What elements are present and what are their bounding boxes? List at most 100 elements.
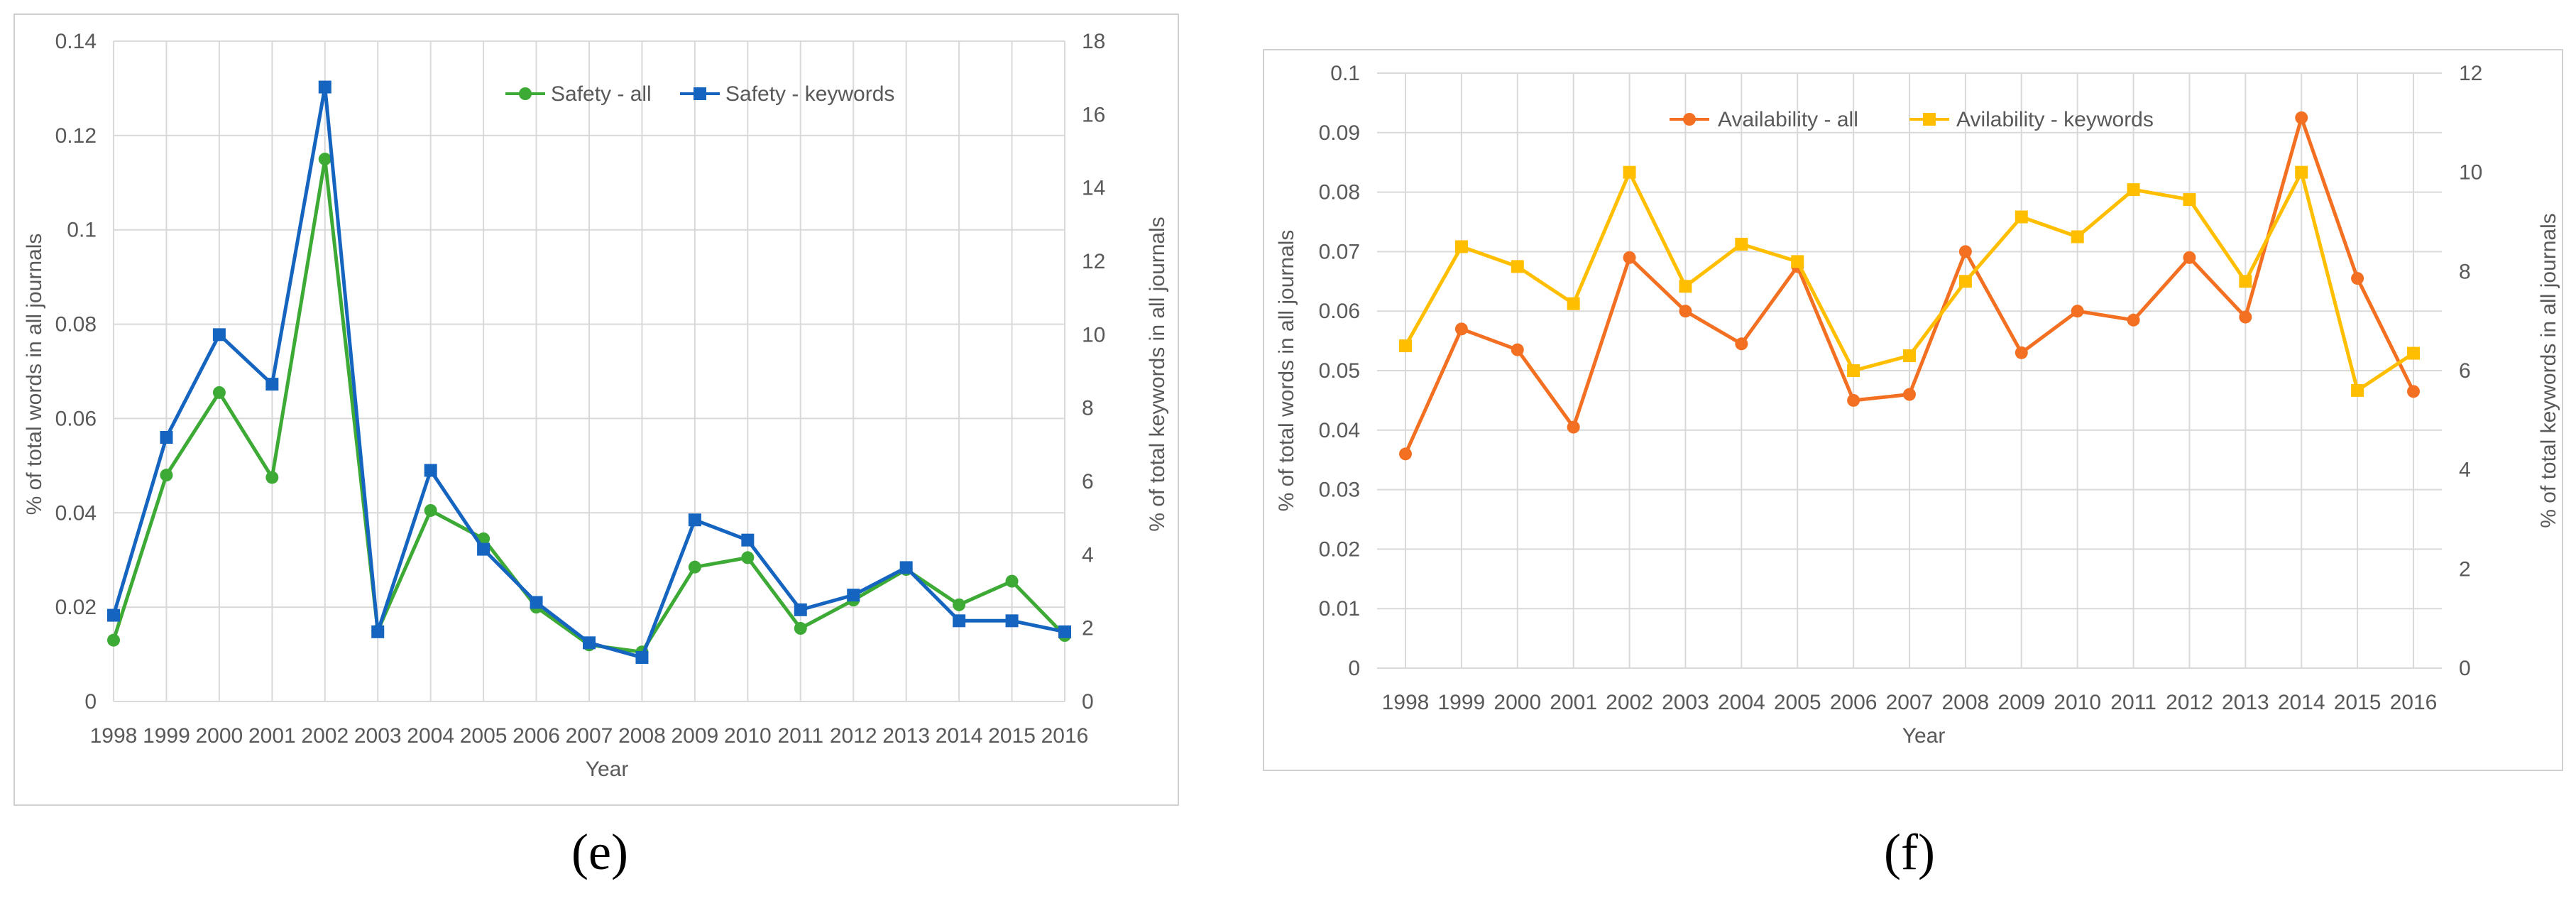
x-tick-label: 2000 [1493,691,1541,714]
data-point [2127,183,2140,197]
panel-label-f: (f) [1884,824,1935,880]
data-point [953,614,966,628]
x-tick-label: 2016 [1041,724,1089,748]
x-tick-label: 2009 [1997,691,2045,714]
y2-tick-label: 14 [1082,177,1105,200]
y-tick-label: 0.12 [55,124,97,148]
x-tick-label: 2004 [407,724,454,748]
data-point [1058,625,1071,638]
y2-tick-label: 4 [2459,459,2471,482]
y-tick-label: 0.01 [1319,597,1360,621]
y-tick-label: 0.07 [1319,240,1360,263]
legend-marker-safety-all [519,87,532,100]
y2-tick-label: 2 [1082,617,1094,640]
data-point [2015,346,2028,359]
y2-axis-title: % of total keywords in all journals [2537,213,2560,528]
panel-label-e: (e) [571,824,628,880]
data-point [1005,574,1019,588]
data-point [2407,385,2420,398]
data-point [1454,240,1468,253]
data-point [2239,275,2252,288]
y2-tick-label: 16 [1082,103,1105,126]
x-tick-label: 2003 [354,724,402,748]
data-point [1735,237,1748,251]
y-tick-label: 0.08 [1319,181,1360,204]
data-point [1399,447,1412,461]
x-tick-label: 2005 [460,724,508,748]
y2-tick-label: 0 [2459,657,2471,680]
data-point [2351,272,2364,285]
data-point [107,633,120,647]
y2-tick-label: 12 [1082,250,1105,273]
x-tick-label: 2002 [301,724,349,748]
chart-frame [13,13,1179,806]
x-tick-label: 2000 [196,724,243,748]
y2-tick-label: 10 [1082,323,1105,346]
y-tick-label: 0.08 [55,313,97,337]
data-point [212,328,226,342]
x-axis-ticks: 1998 1999 2000 2001 2002 2003 2004 2005 2006 2007… [1382,691,2438,714]
chart-panel-e: 0 0.02 0.04 0.06 0.08 0.1 0.12 0.14 0 2 4 6 8 10 12 14… [13,13,1179,806]
legend-label-availability-all: Availability - all [1718,108,1858,131]
y-tick-label: 0.02 [55,596,97,619]
data-point [1623,251,1636,264]
y-tick-label: 0.04 [55,501,97,525]
x-tick-label: 2011 [778,724,824,748]
data-point [424,464,437,477]
x-tick-label: 2012 [2166,691,2213,714]
x-tick-label: 1999 [143,724,190,748]
data-point [2351,383,2364,397]
x-tick-label: 2005 [1774,691,1821,714]
x-tick-label: 2007 [1886,691,1934,714]
x-tick-label: 2015 [988,724,1036,748]
data-point [1567,297,1580,310]
y2-axis-title: % of total keywords in all journals [1146,217,1169,532]
data-point [477,542,490,556]
data-point [265,471,279,484]
x-tick-label: 2001 [1550,691,1597,714]
x-tick-label: 2004 [1718,691,1765,714]
y2-tick-label: 6 [2459,359,2471,383]
y-tick-label: 0 [1348,657,1360,680]
data-point [1679,305,1692,318]
data-point [1847,364,1860,377]
data-point [1735,337,1748,351]
x-tick-label: 2010 [724,724,772,748]
data-point [265,378,279,391]
x-tick-label: 2011 [2110,691,2156,714]
data-point [1847,393,1860,407]
data-point [2407,346,2420,360]
data-point [424,503,437,517]
legend-marker-availability-all [1683,113,1696,126]
legend-label-safety-all: Safety - all [551,82,652,106]
y2-tick-label: 12 [2459,62,2482,85]
data-point [160,431,173,444]
left-axis-ticks: 0 0.02 0.04 0.06 0.08 0.1 0.12 0.14 [55,30,97,714]
data-point [1791,255,1804,268]
x-tick-label: 2014 [936,724,983,748]
y-tick-label: 0.09 [1319,121,1360,145]
data-point [318,153,331,166]
data-point [794,622,807,635]
data-point [2295,165,2308,179]
x-tick-label: 2001 [248,724,296,748]
data-point [635,651,649,664]
data-point [107,608,120,622]
data-point [2183,251,2196,264]
x-tick-label: 1998 [1382,691,1430,714]
data-point [1679,280,1692,293]
x-tick-label: 2010 [2054,691,2101,714]
y-tick-label: 0.14 [55,30,97,53]
y2-tick-label: 4 [1082,543,1094,567]
x-axis-ticks: 1998 1999 2000 2001 2002 2003 2004 2005 2006 2007… [90,724,1089,748]
x-tick-label: 1998 [90,724,138,748]
y2-tick-label: 8 [1082,397,1094,420]
legend-marker-safety-keywords [694,87,706,100]
y-tick-label: 0.06 [1319,300,1360,323]
legend-marker-availability-keywords [1923,113,1936,126]
x-tick-label: 2012 [830,724,877,748]
data-point [2183,193,2196,207]
data-point [1903,388,1916,401]
x-tick-label: 2013 [2222,691,2269,714]
